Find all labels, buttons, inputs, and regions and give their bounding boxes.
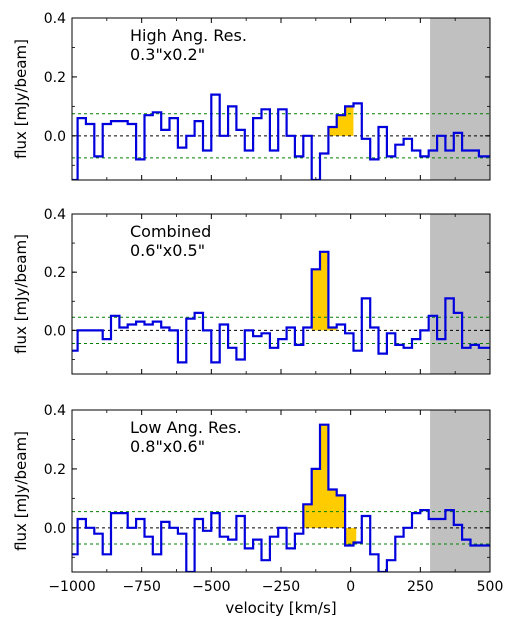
x-tick-label: −1000 (48, 579, 95, 595)
x-tick-label: 250 (407, 579, 434, 595)
y-tick-label: 0.0 (44, 521, 66, 537)
excluded-velocity-region (430, 410, 490, 572)
y-tick-label: 0.2 (44, 265, 66, 281)
x-tick-label: 500 (477, 579, 504, 595)
beam-size-label: 0.8"x0.6" (130, 437, 205, 456)
plot-area (72, 18, 490, 180)
y-tick-label: 0.2 (44, 70, 66, 86)
flux-spectrum-series (72, 250, 490, 364)
panel-low-ang-res: 0.0 0.2 0.4 −1000 −750 −500 −250 0 250 500 velocit… (12, 403, 503, 617)
beam-size-label: 0.6"x0.5" (130, 241, 205, 260)
line-emission-fill (311, 251, 337, 331)
y-axis-label: flux [mJy/beam] (12, 234, 30, 354)
y-tick-label: 0.2 (44, 462, 66, 478)
y-tick-label: 0.4 (44, 11, 66, 27)
y-tick-label: 0.4 (44, 403, 66, 419)
resolution-label: Low Ang. Res. (130, 418, 242, 437)
x-tick-label: 0 (346, 579, 355, 595)
y-axis-label: flux [mJy/beam] (12, 39, 30, 159)
plot-area (72, 214, 490, 374)
y-tick-label: 0.0 (44, 129, 66, 145)
x-tick-label: −750 (122, 579, 160, 595)
flux-spectrum-series (72, 93, 490, 180)
x-tick-label: −500 (192, 579, 230, 595)
y-tick-label: 0.0 (44, 323, 66, 339)
y-axis-label: flux [mJy/beam] (12, 431, 30, 551)
resolution-label: High Ang. Res. (130, 26, 247, 45)
x-tick-label: −250 (262, 579, 300, 595)
panel-high-ang-res: 0.0 0.2 0.4 flux [mJy/beam] High Ang. Res.0.… (12, 11, 491, 181)
x-axis-label: velocity [km/s] (225, 599, 336, 617)
y-tick-label: 0.4 (44, 207, 66, 223)
flux-spectrum-series (72, 423, 490, 572)
plot-area (72, 410, 490, 572)
excluded-velocity-region (430, 18, 490, 180)
resolution-label: Combined (130, 222, 211, 241)
excluded-velocity-region (430, 214, 490, 374)
line-emission-fill (303, 424, 357, 546)
line-emission-fill (328, 106, 354, 136)
beam-size-label: 0.3"x0.2" (130, 45, 205, 64)
panel-combined: 0.0 0.2 0.4 flux [mJy/beam] Combined0.6"x0.5… (12, 207, 491, 375)
